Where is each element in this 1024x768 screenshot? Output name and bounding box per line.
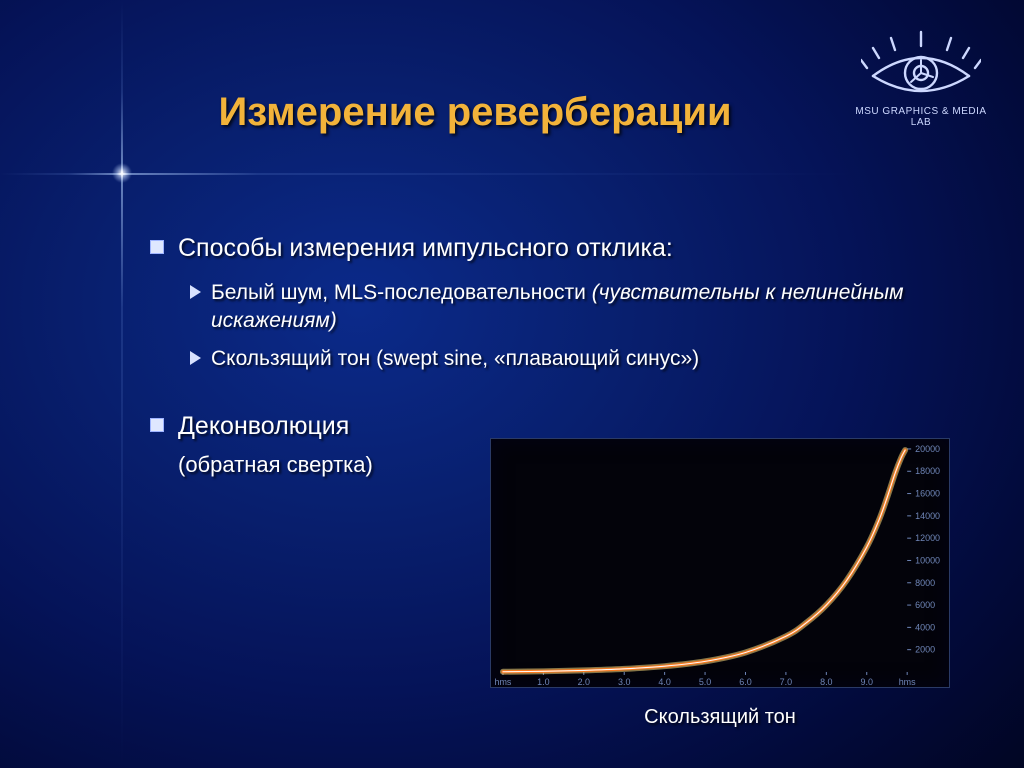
- svg-text:hms: hms: [899, 677, 916, 687]
- svg-text:12000: 12000: [915, 533, 940, 543]
- slide-title: Измерение реверберации: [125, 90, 825, 135]
- bullet-text: Белый шум, MLS-последовательности (чувст…: [211, 279, 910, 336]
- lab-logo: MSU GRAPHICS & MEDIA LAB: [846, 28, 996, 128]
- svg-text:8000: 8000: [915, 578, 935, 588]
- svg-text:10000: 10000: [915, 555, 940, 565]
- chart-x-ticks: hms 1.0 2.0 3.0 4.0 5.0 6.0 7.0 8.0 9.0 hms: [494, 672, 916, 687]
- bullet-lvl2: Скользящий тон (swept sine, «плавающий с…: [190, 345, 910, 373]
- bullet-lvl2: Белый шум, MLS-последовательности (чувст…: [190, 279, 910, 336]
- triangle-bullet-icon: [190, 351, 201, 365]
- svg-text:20000: 20000: [915, 444, 940, 454]
- square-bullet-icon: [150, 418, 164, 432]
- eye-logo-icon: [861, 28, 981, 100]
- svg-text:9.0: 9.0: [861, 677, 873, 687]
- bullet-lvl1: Способы измерения импульсного отклика:: [150, 232, 910, 265]
- chart-caption: Скользящий тон: [490, 706, 950, 729]
- svg-text:2000: 2000: [915, 645, 935, 655]
- chart-y-ticks: 2000 4000 6000 8000 10000 12000 14000 16000 1800…: [907, 444, 940, 655]
- svg-text:6000: 6000: [915, 600, 935, 610]
- chart-container: 2000 4000 6000 8000 10000 12000 14000 16000 1800…: [490, 438, 950, 729]
- bullet-text-plain: Белый шум, MLS-последовательности: [211, 281, 592, 304]
- bullet-text: Деконволюция: [178, 410, 349, 443]
- flare-core: [112, 163, 132, 183]
- bullet-text: Способы измерения импульсного отклика:: [178, 232, 673, 265]
- svg-text:1.0: 1.0: [537, 677, 549, 687]
- svg-text:8.0: 8.0: [820, 677, 832, 687]
- bullet-text: Скользящий тон (swept sine, «плавающий с…: [211, 345, 699, 373]
- svg-text:5.0: 5.0: [699, 677, 711, 687]
- svg-text:7.0: 7.0: [780, 677, 792, 687]
- svg-text:4000: 4000: [915, 622, 935, 632]
- svg-text:18000: 18000: [915, 466, 940, 476]
- triangle-bullet-icon: [190, 285, 201, 299]
- swept-sine-chart: 2000 4000 6000 8000 10000 12000 14000 16000 1800…: [490, 438, 950, 688]
- chart-svg: 2000 4000 6000 8000 10000 12000 14000 16000 1800…: [491, 439, 949, 688]
- svg-text:2.0: 2.0: [578, 677, 590, 687]
- svg-text:3.0: 3.0: [618, 677, 630, 687]
- svg-text:4.0: 4.0: [658, 677, 670, 687]
- svg-text:hms: hms: [494, 677, 511, 687]
- svg-text:6.0: 6.0: [739, 677, 751, 687]
- square-bullet-icon: [150, 240, 164, 254]
- flare-vertical: [121, 0, 123, 768]
- lab-logo-caption: MSU GRAPHICS & MEDIA LAB: [846, 106, 996, 128]
- svg-text:16000: 16000: [915, 489, 940, 499]
- svg-text:14000: 14000: [915, 511, 940, 521]
- chart-curve: [503, 450, 905, 672]
